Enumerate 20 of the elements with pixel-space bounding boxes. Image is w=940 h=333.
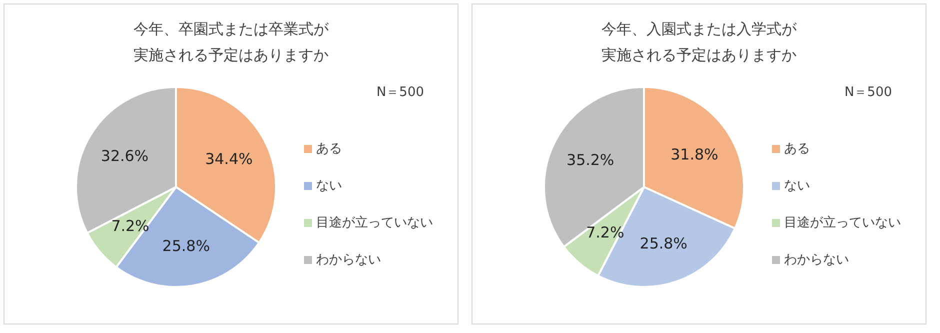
data-label: 31.8% xyxy=(670,146,718,164)
data-label: 35.2% xyxy=(566,151,614,170)
legend-label: ある xyxy=(784,142,810,156)
text: N＝500 xyxy=(844,85,892,100)
data-label: 7.2% xyxy=(586,224,624,242)
chart-title: 今年、入園式または入学式が実施される予定はありますか xyxy=(602,20,798,64)
legend-label: ない xyxy=(316,178,342,194)
data-label: 32.6% xyxy=(100,146,149,165)
data-label: 25.8% xyxy=(162,237,210,256)
data-label: 7.2% xyxy=(111,216,150,235)
data-label: 34.4% xyxy=(205,150,253,168)
legend-label: ない xyxy=(784,178,810,194)
legend-label: わからない xyxy=(784,252,849,268)
legend-label: わからない xyxy=(316,252,381,268)
legend-label: 目途が立っていない xyxy=(784,214,901,230)
text: N＝500 xyxy=(376,85,424,100)
legend-label: ある xyxy=(316,142,342,156)
chart-title: 今年、卒園式または卒業式が実施される予定はありますか xyxy=(134,20,330,64)
data-label: 25.8% xyxy=(640,234,688,253)
legend-label: 目途が立っていない xyxy=(316,214,433,230)
